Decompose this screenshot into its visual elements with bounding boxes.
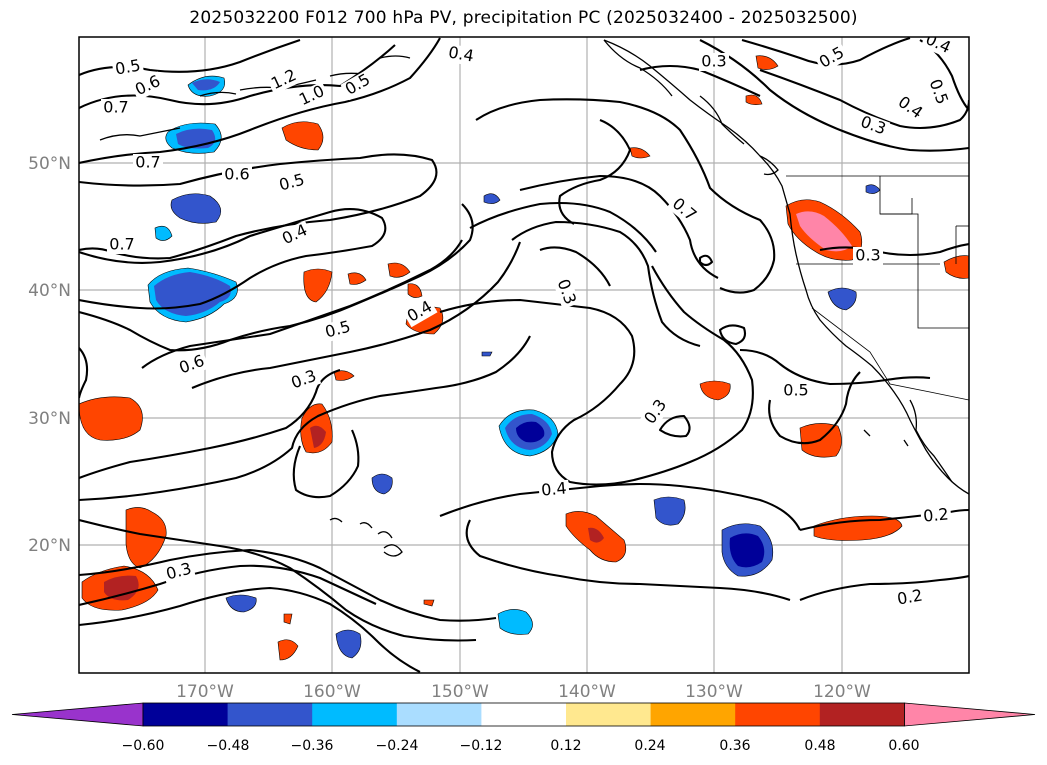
contour-label-background xyxy=(340,69,376,101)
lat-label-50n: 50°N xyxy=(28,154,71,174)
colorbar-swatch xyxy=(227,703,313,726)
contour-label-background xyxy=(174,351,210,379)
precip-negative xyxy=(147,75,881,659)
colorbar-tick-labels: −0.60 −0.48 −0.36 −0.24 −0.12 0.12 0.24 … xyxy=(122,738,920,754)
contour-label: 0.7 xyxy=(103,98,128,117)
colorbar-tick-label: 0.12 xyxy=(550,738,581,754)
colorbar-swatch xyxy=(819,703,905,726)
colorbar-tick-label: −0.12 xyxy=(460,738,503,754)
colorbar-extension-high xyxy=(904,702,1036,727)
contour-label-background xyxy=(321,317,355,343)
contour-label: 0.5 xyxy=(783,381,808,400)
map-title: 2025032200 F012 700 hPa PV, precipitatio… xyxy=(189,8,858,28)
precip-positive xyxy=(79,55,969,661)
contour-label-background xyxy=(222,166,252,184)
contour-label-background xyxy=(130,71,166,101)
contour-label-background xyxy=(920,505,952,527)
colorbar-swatch xyxy=(312,703,398,726)
colorbar-tick-label: −0.48 xyxy=(207,738,250,754)
contour-label: 0.3 xyxy=(855,246,880,265)
lat-label-30n: 30°N xyxy=(28,409,71,429)
contour-label-background xyxy=(814,42,850,74)
colorbar-swatch xyxy=(735,703,821,726)
contour-label-background xyxy=(133,154,163,172)
lon-label-160w: 160°W xyxy=(303,682,361,702)
contour-label-background xyxy=(444,43,478,67)
contour-label-background xyxy=(294,81,330,111)
colorbar-tick-label: −0.24 xyxy=(376,738,419,754)
contour-label-background xyxy=(275,170,309,196)
contour-label-background xyxy=(101,99,131,117)
contour-label-background xyxy=(892,92,928,124)
contour-label-background xyxy=(640,394,672,430)
contour-label-background xyxy=(699,53,729,71)
colorbar-swatch xyxy=(650,703,736,726)
contour-label-background xyxy=(277,220,313,250)
colorbar-tick-label: 0.24 xyxy=(634,738,665,754)
longitude-labels: 170°W 160°W 150°W 140°W 130°W 120°W xyxy=(176,682,871,702)
colorbar-swatch xyxy=(481,703,567,726)
lat-label-40n: 40°N xyxy=(28,281,71,301)
colorbar-swatch xyxy=(396,703,482,726)
colorbar-tick-label: 0.60 xyxy=(888,738,919,754)
colorbar xyxy=(11,702,1036,727)
contour-label-background xyxy=(666,193,702,227)
contour-label-background xyxy=(853,247,883,265)
contour-label: 0.3 xyxy=(701,52,726,71)
colorbar-extension-low xyxy=(11,702,144,727)
contour-label-background xyxy=(924,74,952,110)
contour-label-background xyxy=(552,274,580,310)
contour-label-background xyxy=(538,479,570,501)
contour-label: 0.2 xyxy=(896,585,924,608)
lon-label-170w: 170°W xyxy=(176,682,234,702)
lon-label-140w: 140°W xyxy=(558,682,616,702)
contour-label-background xyxy=(286,366,322,394)
coastlines xyxy=(99,39,969,557)
contour-label: 0.4 xyxy=(540,478,567,499)
map-frame xyxy=(78,36,970,674)
contour-label-background xyxy=(402,296,438,328)
contour-label: 0.7 xyxy=(109,235,134,254)
contour-label-background xyxy=(920,37,956,59)
contour-label-background xyxy=(893,586,927,610)
contour-label-background xyxy=(111,56,145,80)
contour-label-background xyxy=(855,112,891,140)
colorbar-tick-label: −0.60 xyxy=(122,738,165,754)
lon-label-150w: 150°W xyxy=(431,682,489,702)
contour-label: 0.7 xyxy=(135,153,160,172)
colorbar-tick-label: 0.36 xyxy=(719,738,750,754)
contour-label-background xyxy=(162,559,196,585)
contour-label-background xyxy=(781,382,811,400)
latitude-labels: 50°N 40°N 30°N 20°N xyxy=(28,154,71,556)
contour-label-background xyxy=(266,65,302,95)
contour-label: 0.5 xyxy=(114,55,142,78)
colorbar-swatch xyxy=(566,703,652,726)
contour-label: 0.6 xyxy=(224,165,249,184)
colorbar-frame xyxy=(142,702,905,727)
lat-label-20n: 20°N xyxy=(28,536,71,556)
colorbar-swatch xyxy=(143,703,229,726)
colorbar-tick-label: 0.48 xyxy=(804,738,835,754)
lon-label-130w: 130°W xyxy=(685,682,743,702)
lon-label-120w: 120°W xyxy=(813,682,871,702)
contour-label-background xyxy=(107,236,137,254)
colorbar-tick-label: −0.36 xyxy=(291,738,334,754)
contour-label: 0.2 xyxy=(922,504,949,525)
contour-label: 0.4 xyxy=(447,42,475,65)
